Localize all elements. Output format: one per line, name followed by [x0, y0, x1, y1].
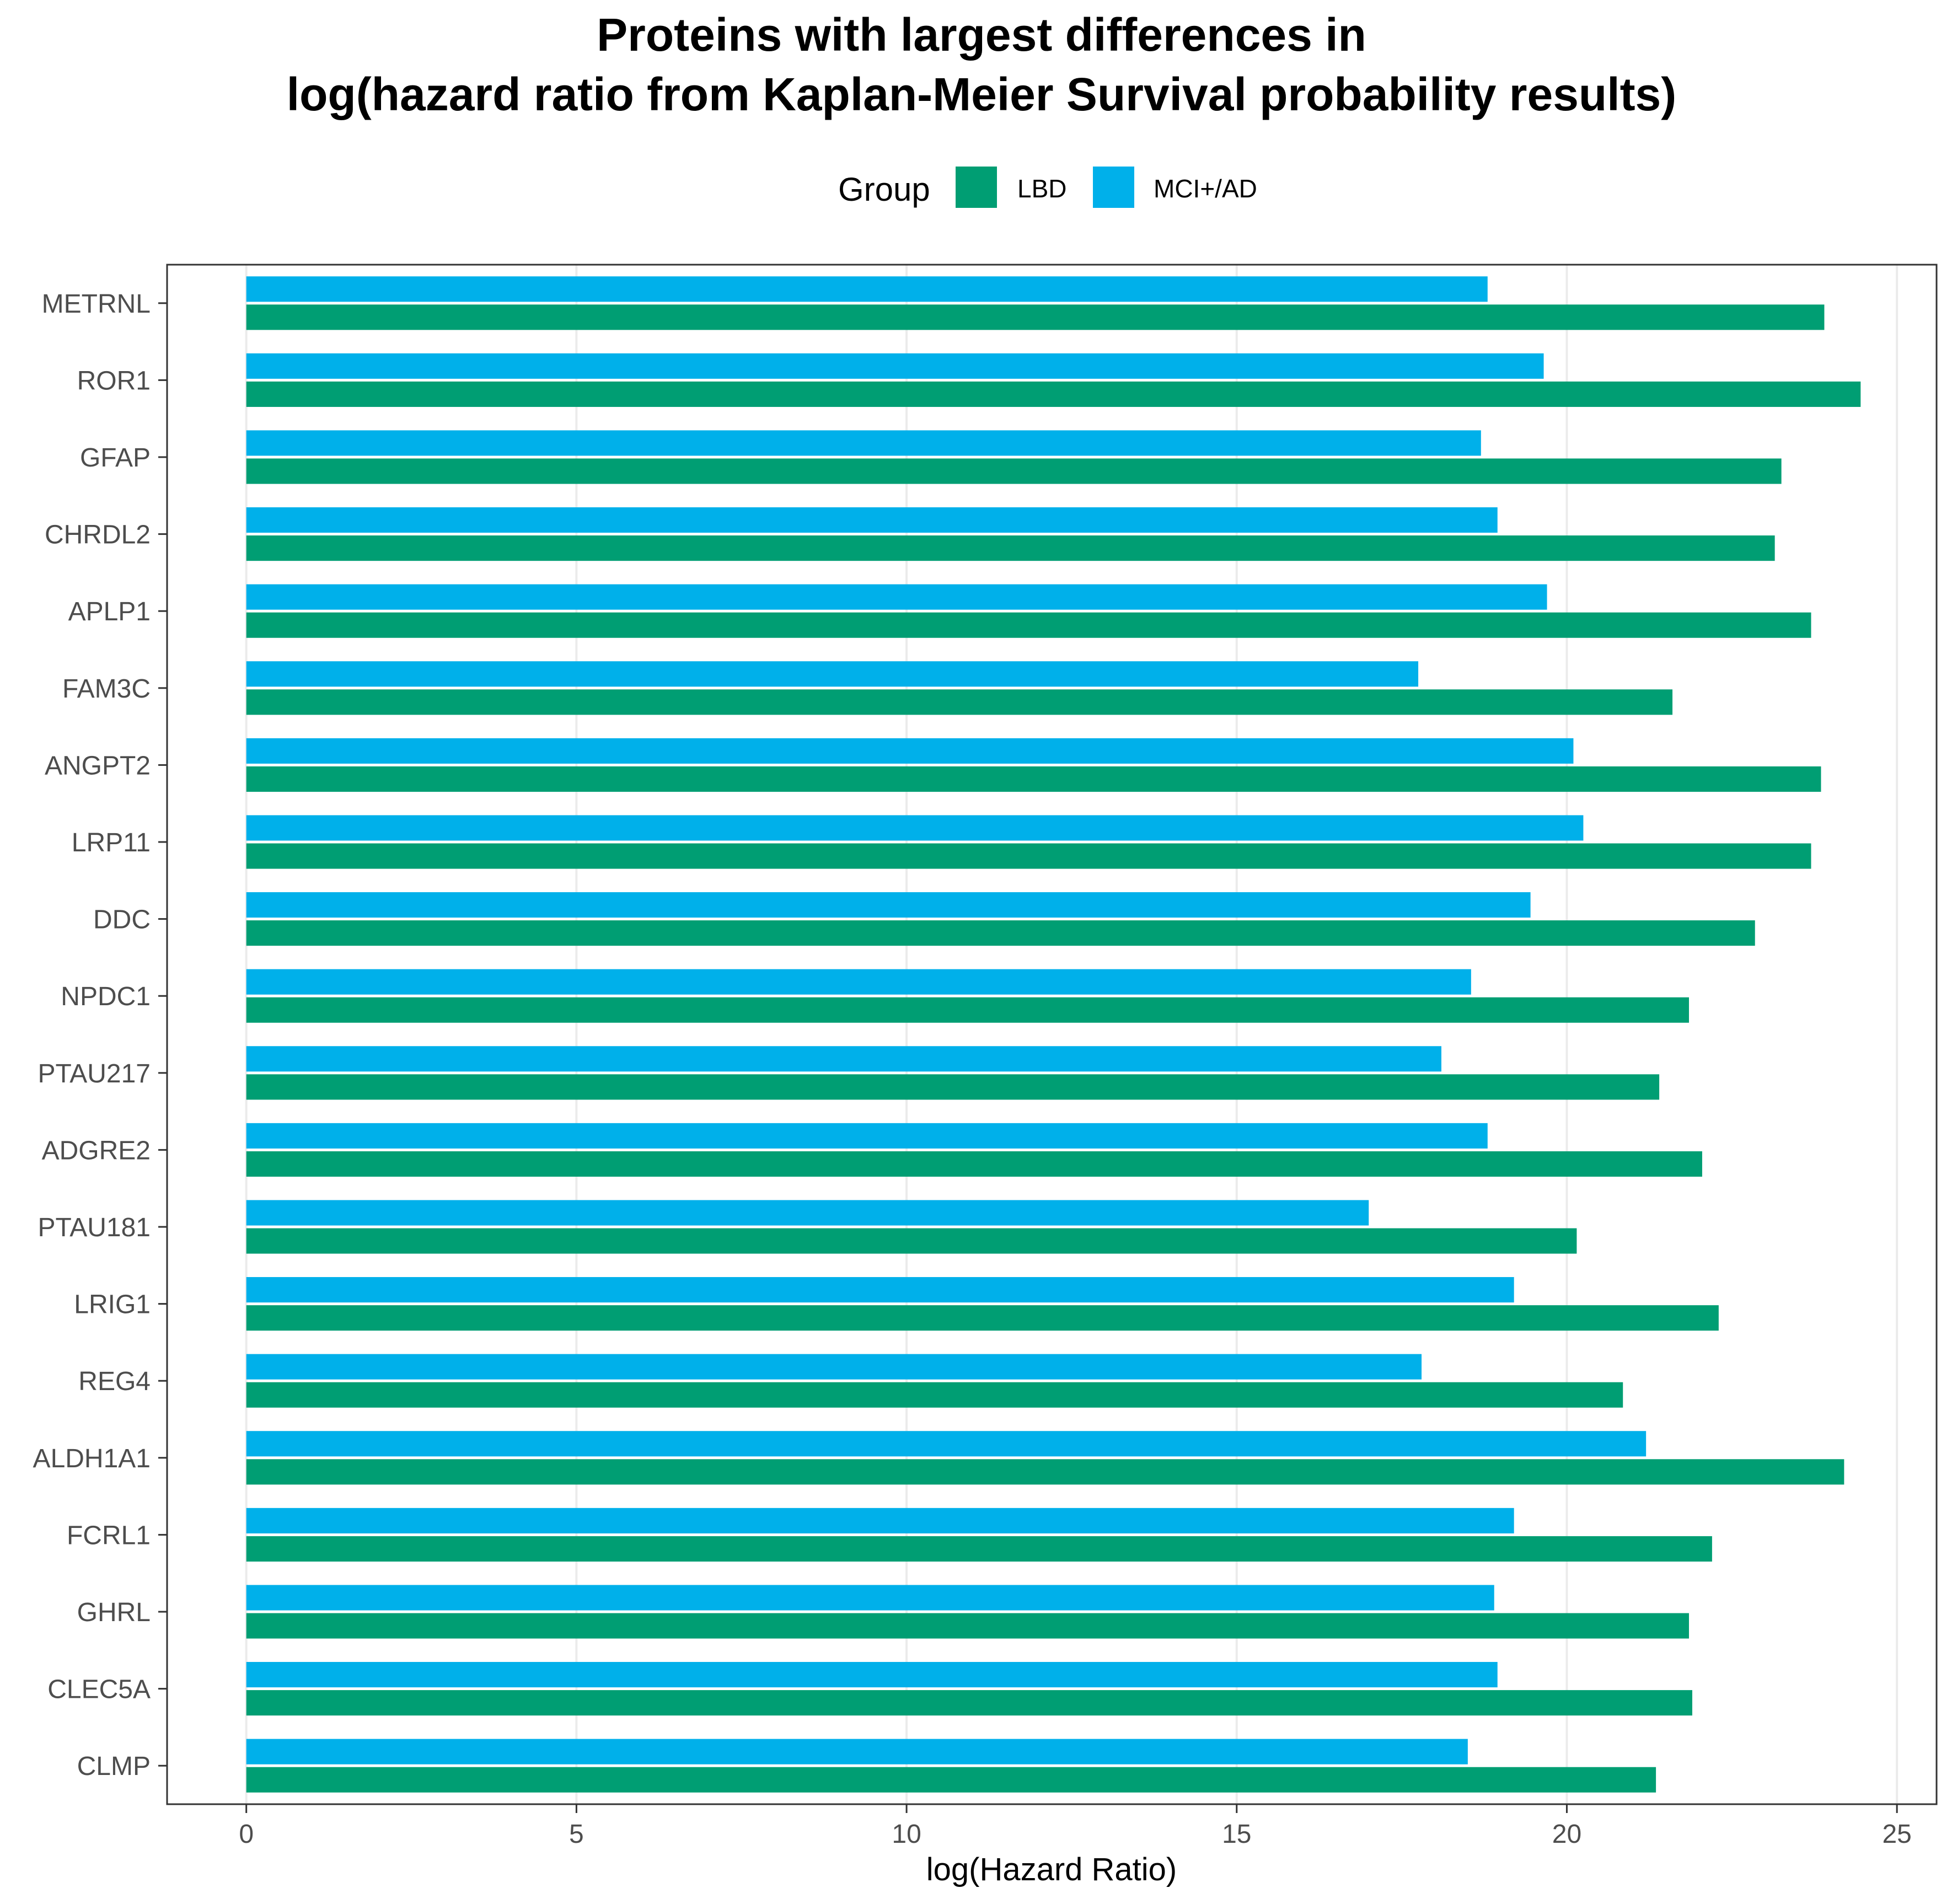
bar-mci-ad-aldh1a1: [246, 1431, 1647, 1457]
legend-swatch-lbd: [956, 167, 997, 208]
bar-lbd-ptau181: [246, 1228, 1577, 1254]
chart-title-line-1: Proteins with largest differences in: [597, 9, 1366, 61]
bar-lbd-fam3c: [246, 689, 1673, 715]
bar-lbd-angpt2: [246, 766, 1821, 792]
y-tick-label: REG4: [78, 1367, 151, 1396]
bar-lbd-ptau217: [246, 1074, 1660, 1100]
y-tick-label: PTAU217: [37, 1059, 151, 1088]
bar-lbd-aldh1a1: [246, 1459, 1844, 1485]
bar-mci-ad-angpt2: [246, 738, 1574, 764]
bar-lbd-reg4: [246, 1382, 1623, 1408]
bar-lbd-clec5a: [246, 1690, 1692, 1716]
y-tick-label: CLEC5A: [47, 1675, 151, 1704]
legend-swatch-mci-ad: [1093, 167, 1134, 208]
legend-label-lbd: LBD: [1017, 174, 1066, 203]
bar-lbd-ghrl: [246, 1613, 1689, 1639]
y-axis-labels: METRNL ROR1 GFAP CHRDL2 APLP1 FAM3C ANGPT2 LRP1…: [33, 289, 167, 1781]
x-axis-title: log(Hazard Ratio): [926, 1852, 1177, 1887]
y-tick-label: FAM3C: [62, 674, 151, 704]
bar-mci-ad-ptau217: [246, 1046, 1441, 1072]
y-tick-label: PTAU181: [37, 1213, 151, 1242]
bar-mci-ad-ddc: [246, 892, 1531, 918]
bar-mci-ad-chrdl2: [246, 507, 1498, 533]
y-tick-label: FCRL1: [67, 1521, 151, 1550]
bar-lbd-metrnl: [246, 304, 1825, 330]
bar-lbd-chrdl2: [246, 535, 1775, 561]
y-tick-label: DDC: [93, 905, 151, 935]
legend-title: Group: [838, 171, 930, 208]
gridlines: [245, 265, 1899, 1804]
bar-lbd-ror1: [246, 381, 1861, 407]
bar-mci-ad-aplp1: [246, 584, 1547, 610]
y-tick-label: ROR1: [77, 366, 151, 395]
y-tick-label: GHRL: [77, 1598, 151, 1627]
x-tick-label: 20: [1552, 1820, 1581, 1849]
bar-mci-ad-lrp11: [246, 815, 1584, 841]
plot-panel-border: [166, 264, 1938, 1805]
x-axis-ticks: 0 5 10 15 20 25: [239, 1804, 1912, 1849]
bar-lbd-lrig1: [246, 1305, 1719, 1331]
y-tick-label: CLMP: [77, 1752, 151, 1781]
bar-mci-ad-fam3c: [246, 661, 1419, 687]
y-tick-label: GFAP: [80, 443, 151, 473]
chart-title-line-2: log(hazard ratio from Kaplan-Meier Survi…: [287, 68, 1677, 120]
bar-lbd-aplp1: [246, 612, 1811, 638]
bar-lbd-adgre2: [246, 1151, 1702, 1177]
bar-mci-ad-ptau181: [246, 1200, 1369, 1226]
bar-mci-ad-ror1: [246, 353, 1544, 379]
x-tick-label: 15: [1222, 1820, 1251, 1849]
legend-label-mci-ad: MCI+/AD: [1154, 174, 1257, 203]
x-tick-label: 10: [892, 1820, 921, 1849]
y-tick-label: ALDH1A1: [33, 1444, 151, 1473]
bar-mci-ad-lrig1: [246, 1277, 1514, 1303]
x-tick-label: 25: [1882, 1820, 1911, 1849]
bar-mci-ad-clec5a: [246, 1662, 1498, 1688]
y-tick-label: NPDC1: [61, 982, 151, 1011]
bar-mci-ad-gfap: [246, 430, 1481, 456]
bars: [246, 276, 1861, 1793]
bar-mci-ad-reg4: [246, 1354, 1422, 1380]
bar-lbd-ddc: [246, 920, 1755, 946]
bar-lbd-fcrl1: [246, 1536, 1712, 1562]
y-tick-label: ADGRE2: [42, 1136, 151, 1165]
y-tick-label: CHRDL2: [45, 521, 151, 550]
bar-lbd-gfap: [246, 458, 1782, 484]
bar-mci-ad-ghrl: [246, 1585, 1494, 1611]
bar-mci-ad-metrnl: [246, 276, 1488, 302]
y-tick-label: LRIG1: [74, 1290, 151, 1320]
bar-lbd-clmp: [246, 1767, 1656, 1793]
y-tick-label: APLP1: [68, 597, 151, 626]
bar-lbd-lrp11: [246, 843, 1811, 869]
legend: Group LBD MCI+/AD: [838, 167, 1257, 208]
x-tick-label: 5: [569, 1820, 584, 1849]
y-tick-label: ANGPT2: [45, 751, 151, 780]
bar-mci-ad-npdc1: [246, 969, 1471, 995]
y-tick-label: LRP11: [72, 828, 151, 857]
bar-mci-ad-fcrl1: [246, 1508, 1514, 1533]
bar-lbd-npdc1: [246, 997, 1689, 1023]
x-tick-label: 0: [239, 1820, 254, 1849]
bar-mci-ad-clmp: [246, 1739, 1468, 1764]
bar-mci-ad-adgre2: [246, 1123, 1488, 1149]
y-tick-label: METRNL: [42, 289, 151, 319]
